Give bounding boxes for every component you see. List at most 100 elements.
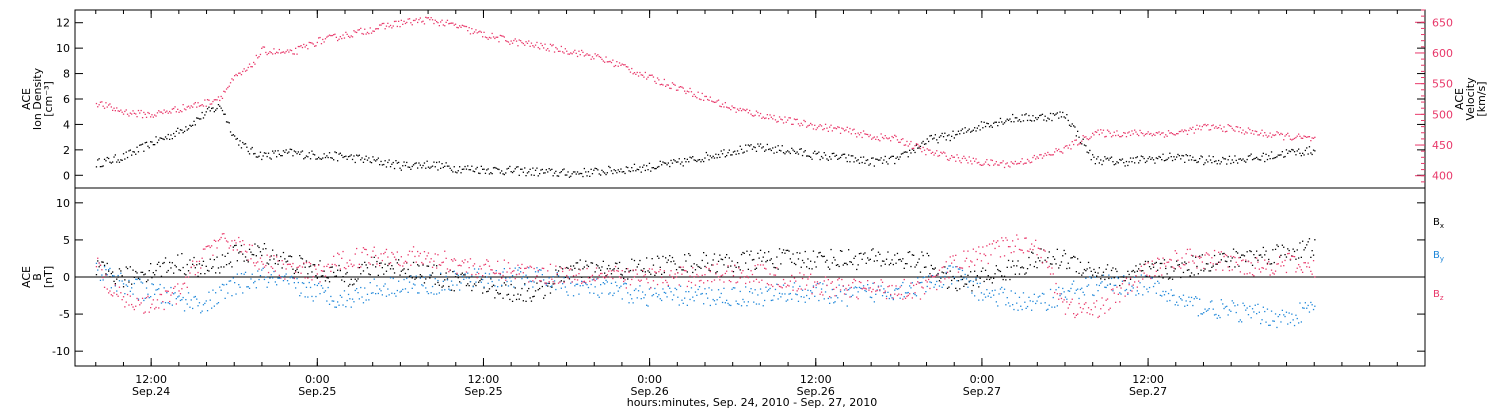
top-point: [793, 150, 796, 152]
bottom-point: [759, 249, 762, 251]
bottom-point: [1018, 248, 1021, 251]
top-point: [105, 160, 107, 162]
top-point: [392, 25, 394, 27]
top-point: [876, 158, 878, 160]
bottom-point: [617, 270, 619, 272]
top-point: [478, 172, 480, 174]
top-point: [1142, 156, 1144, 158]
bottom-point: [719, 279, 721, 281]
bottom-point: [650, 287, 652, 289]
top-point: [308, 152, 310, 154]
top-point: [662, 161, 664, 163]
bottom-point: [1165, 290, 1167, 293]
bottom-point: [118, 268, 121, 270]
bottom-point: [518, 267, 520, 269]
bottom-point: [814, 261, 816, 263]
top-point: [1242, 129, 1244, 131]
top-point: [1121, 135, 1124, 137]
top-point: [877, 159, 880, 161]
bottom-point: [1078, 302, 1080, 305]
top-point: [202, 117, 205, 119]
bottom-point: [480, 268, 482, 270]
top-point: [167, 112, 169, 114]
bottom-point: [774, 274, 777, 276]
top-point: [862, 156, 865, 158]
top-point: [678, 86, 680, 88]
bottom-point: [476, 277, 478, 279]
top-point: [1204, 162, 1206, 164]
top-point: [469, 169, 472, 171]
top-point: [282, 51, 285, 53]
bottom-point: [309, 265, 312, 267]
bottom-point: [892, 263, 894, 266]
bottom-point: [907, 294, 909, 297]
top-point: [472, 32, 474, 35]
bottom-point: [624, 282, 626, 284]
top-point: [1176, 133, 1178, 135]
bottom-point: [1020, 249, 1022, 251]
top-point: [402, 23, 404, 25]
bottom-point: [1060, 297, 1063, 300]
top-point: [341, 37, 343, 40]
bottom-point: [196, 298, 198, 300]
bottom-point: [1022, 252, 1025, 254]
top-point: [694, 95, 697, 98]
bottom-point: [1106, 284, 1109, 286]
bottom-point: [175, 266, 177, 268]
top-point: [1075, 139, 1077, 141]
bottom-point: [414, 278, 416, 280]
top-point: [732, 151, 735, 153]
bottom-point: [831, 288, 833, 291]
bottom-point: [529, 265, 531, 267]
bottom-point: [749, 281, 751, 283]
top-point: [1253, 158, 1255, 160]
top-point: [800, 122, 802, 124]
bottom-point: [1078, 272, 1080, 274]
top-point: [152, 116, 154, 118]
top-point: [948, 159, 950, 161]
top-point: [450, 22, 453, 24]
top-point: [205, 105, 207, 107]
bottom-point: [314, 264, 316, 266]
bottom-point: [1170, 259, 1172, 261]
bottom-point: [1274, 313, 1277, 315]
bottom-point: [872, 282, 874, 284]
bottom-point: [852, 282, 854, 284]
top-point: [975, 130, 977, 132]
top-point: [1291, 139, 1293, 141]
bottom-point: [711, 289, 713, 291]
bottom-point: [975, 279, 977, 281]
bottom-point: [620, 273, 622, 275]
top-point: [888, 157, 890, 160]
bottom-point: [356, 288, 358, 290]
top-point: [295, 151, 297, 153]
bottom-point: [333, 271, 335, 274]
top-point: [323, 153, 325, 155]
top-point: [505, 172, 507, 174]
bottom-point: [942, 266, 945, 268]
top-point: [712, 155, 714, 157]
bottom-point: [147, 293, 149, 295]
top-point: [125, 151, 127, 153]
top-point: [167, 133, 169, 136]
top-point: [444, 25, 446, 27]
bottom-point: [1037, 257, 1039, 259]
bottom-point: [511, 275, 514, 277]
bottom-point: [845, 293, 847, 295]
top-point: [846, 126, 848, 128]
bottom-point: [1268, 258, 1270, 261]
bottom-point: [1098, 315, 1100, 317]
bottom-point: [721, 301, 724, 304]
bottom-point: [545, 283, 547, 285]
bottom-point: [686, 271, 688, 273]
top-point: [145, 141, 148, 143]
bottom-point: [461, 275, 463, 277]
bottom-point: [891, 259, 893, 261]
bottom-point: [1066, 267, 1068, 270]
top-point: [1266, 158, 1269, 161]
bottom-point: [1100, 308, 1102, 310]
top-point: [356, 31, 358, 34]
bottom-point: [696, 264, 698, 266]
top-point: [632, 73, 634, 75]
bottom-point: [933, 276, 935, 278]
